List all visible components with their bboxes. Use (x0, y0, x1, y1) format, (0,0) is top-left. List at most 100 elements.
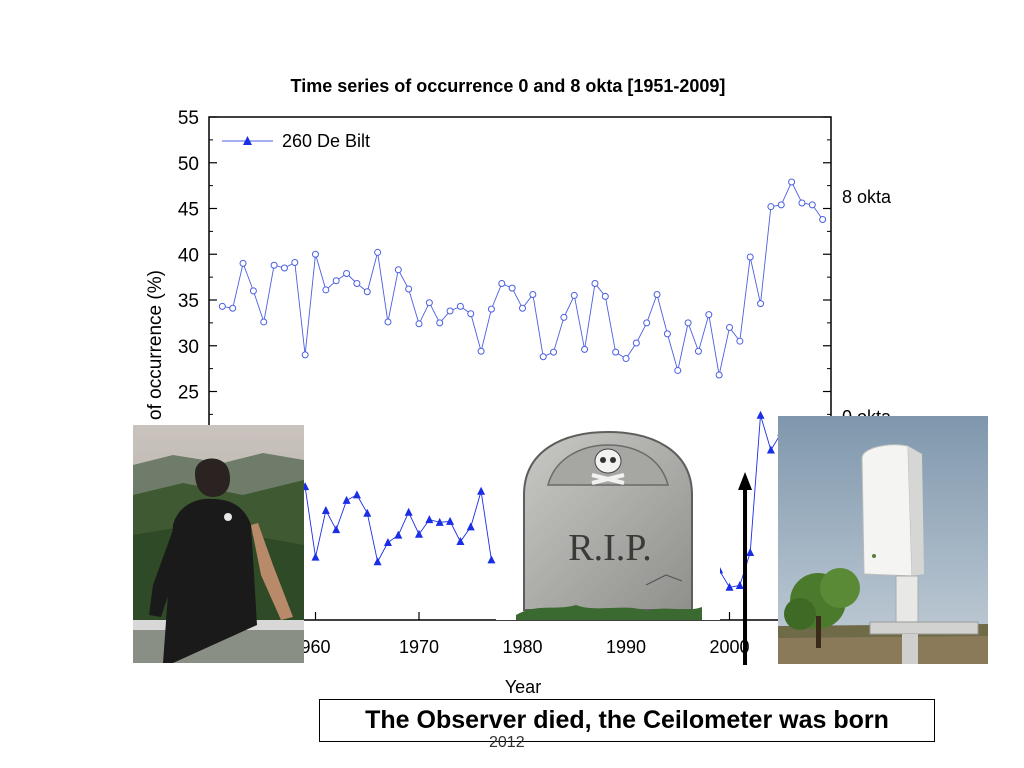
data-point (280, 264, 288, 272)
observer-photo (133, 425, 304, 663)
data-point (777, 201, 785, 209)
data-point (694, 347, 702, 355)
data-point (249, 287, 257, 295)
data-point (529, 291, 537, 299)
data-point (239, 259, 247, 267)
data-point (446, 307, 454, 315)
data-point (383, 537, 392, 546)
data-point (788, 178, 796, 186)
data-point (736, 337, 744, 345)
x-tick-label: 2000 (709, 637, 749, 657)
ceilometer-arrow (738, 472, 753, 665)
data-point (394, 266, 402, 274)
x-tick-label: 960 (300, 637, 330, 657)
footer-year: 2012 (489, 734, 525, 751)
data-point (622, 355, 630, 363)
data-point (674, 366, 682, 374)
data-point (353, 280, 361, 288)
legend: 260 De Bilt (222, 131, 370, 151)
data-point (394, 530, 403, 539)
arrow-head (738, 472, 753, 490)
data-point (798, 199, 806, 207)
legend-label: 260 De Bilt (282, 131, 370, 151)
data-point (735, 580, 744, 589)
data-point (819, 215, 827, 223)
ceilometer-photo (778, 416, 988, 664)
data-point (363, 508, 372, 517)
x-tick-label: 1970 (399, 637, 439, 657)
data-point (415, 529, 423, 538)
data-point (570, 291, 578, 299)
data-point (612, 348, 620, 356)
caption-text: The Observer died, the Ceilometer was bo… (365, 706, 889, 734)
y-tick-label: 25 (178, 383, 199, 404)
x-axis-label: Year (505, 677, 541, 697)
data-point (332, 525, 341, 534)
data-point (363, 288, 371, 296)
tombstone-image: R.I.P. (496, 425, 720, 620)
data-point (291, 258, 299, 266)
data-point (560, 313, 568, 321)
data-point (756, 410, 765, 419)
x-tick-label: 1980 (502, 637, 542, 657)
data-point (539, 353, 547, 361)
data-point (373, 557, 382, 566)
data-point (477, 347, 485, 355)
data-point (301, 351, 309, 359)
data-point (343, 269, 351, 277)
data-point (705, 311, 713, 319)
data-point (581, 345, 589, 353)
y-tick-label: 50 (178, 154, 199, 175)
data-point (425, 299, 433, 307)
data-point (487, 305, 495, 313)
data-point (767, 203, 775, 211)
data-point (467, 310, 475, 318)
y-tick-label: 40 (178, 245, 199, 266)
data-point (270, 261, 278, 269)
data-point (508, 284, 516, 292)
data-point (456, 537, 465, 546)
data-point (498, 280, 506, 288)
data-point (591, 280, 599, 288)
data-point (766, 445, 775, 454)
data-point (260, 318, 268, 326)
data-point (663, 330, 671, 338)
data-point (519, 304, 526, 312)
chart-title: Time series of occurrence 0 and 8 okta [… (291, 76, 726, 96)
caption-box: The Observer died, the Ceilometer was bo… (319, 699, 935, 742)
series-label-8-okta: 8 okta (842, 187, 892, 207)
data-point (550, 348, 558, 356)
skull-icon (594, 448, 622, 474)
data-point (322, 286, 330, 294)
data-point (342, 495, 351, 504)
data-point (352, 490, 361, 499)
series-0 (218, 178, 827, 379)
y-axis-label: of occurrence (%) (145, 270, 166, 420)
data-point (643, 319, 651, 327)
y-tick-label: 45 (178, 200, 199, 221)
x-axis: 960 1970 1980 1990 2000 (300, 612, 750, 657)
data-point (808, 201, 816, 209)
rip-text: R.I.P. (568, 527, 651, 569)
data-point (384, 318, 392, 326)
data-point (436, 319, 444, 327)
data-point (415, 320, 423, 328)
data-point (477, 486, 486, 495)
legend-marker (243, 136, 252, 145)
data-point (726, 323, 733, 331)
data-point (218, 302, 226, 310)
data-point (715, 371, 723, 379)
data-point (374, 248, 382, 256)
data-point (332, 277, 340, 285)
data-point (404, 507, 413, 516)
x-tick-label: 1990 (606, 637, 646, 657)
y-tick-label: 55 (178, 108, 199, 129)
data-point (456, 302, 464, 310)
data-point (435, 517, 444, 526)
data-point (746, 253, 754, 261)
y-tick-label: 35 (178, 291, 199, 312)
data-point (725, 582, 734, 591)
data-point (405, 285, 413, 293)
data-point (466, 522, 475, 531)
data-point (684, 319, 692, 327)
